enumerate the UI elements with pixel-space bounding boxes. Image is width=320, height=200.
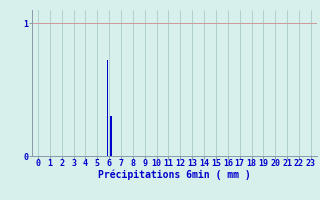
Bar bbox=[107, 60, 108, 156]
Bar bbox=[110, 116, 112, 156]
X-axis label: Précipitations 6min ( mm ): Précipitations 6min ( mm ) bbox=[98, 170, 251, 180]
